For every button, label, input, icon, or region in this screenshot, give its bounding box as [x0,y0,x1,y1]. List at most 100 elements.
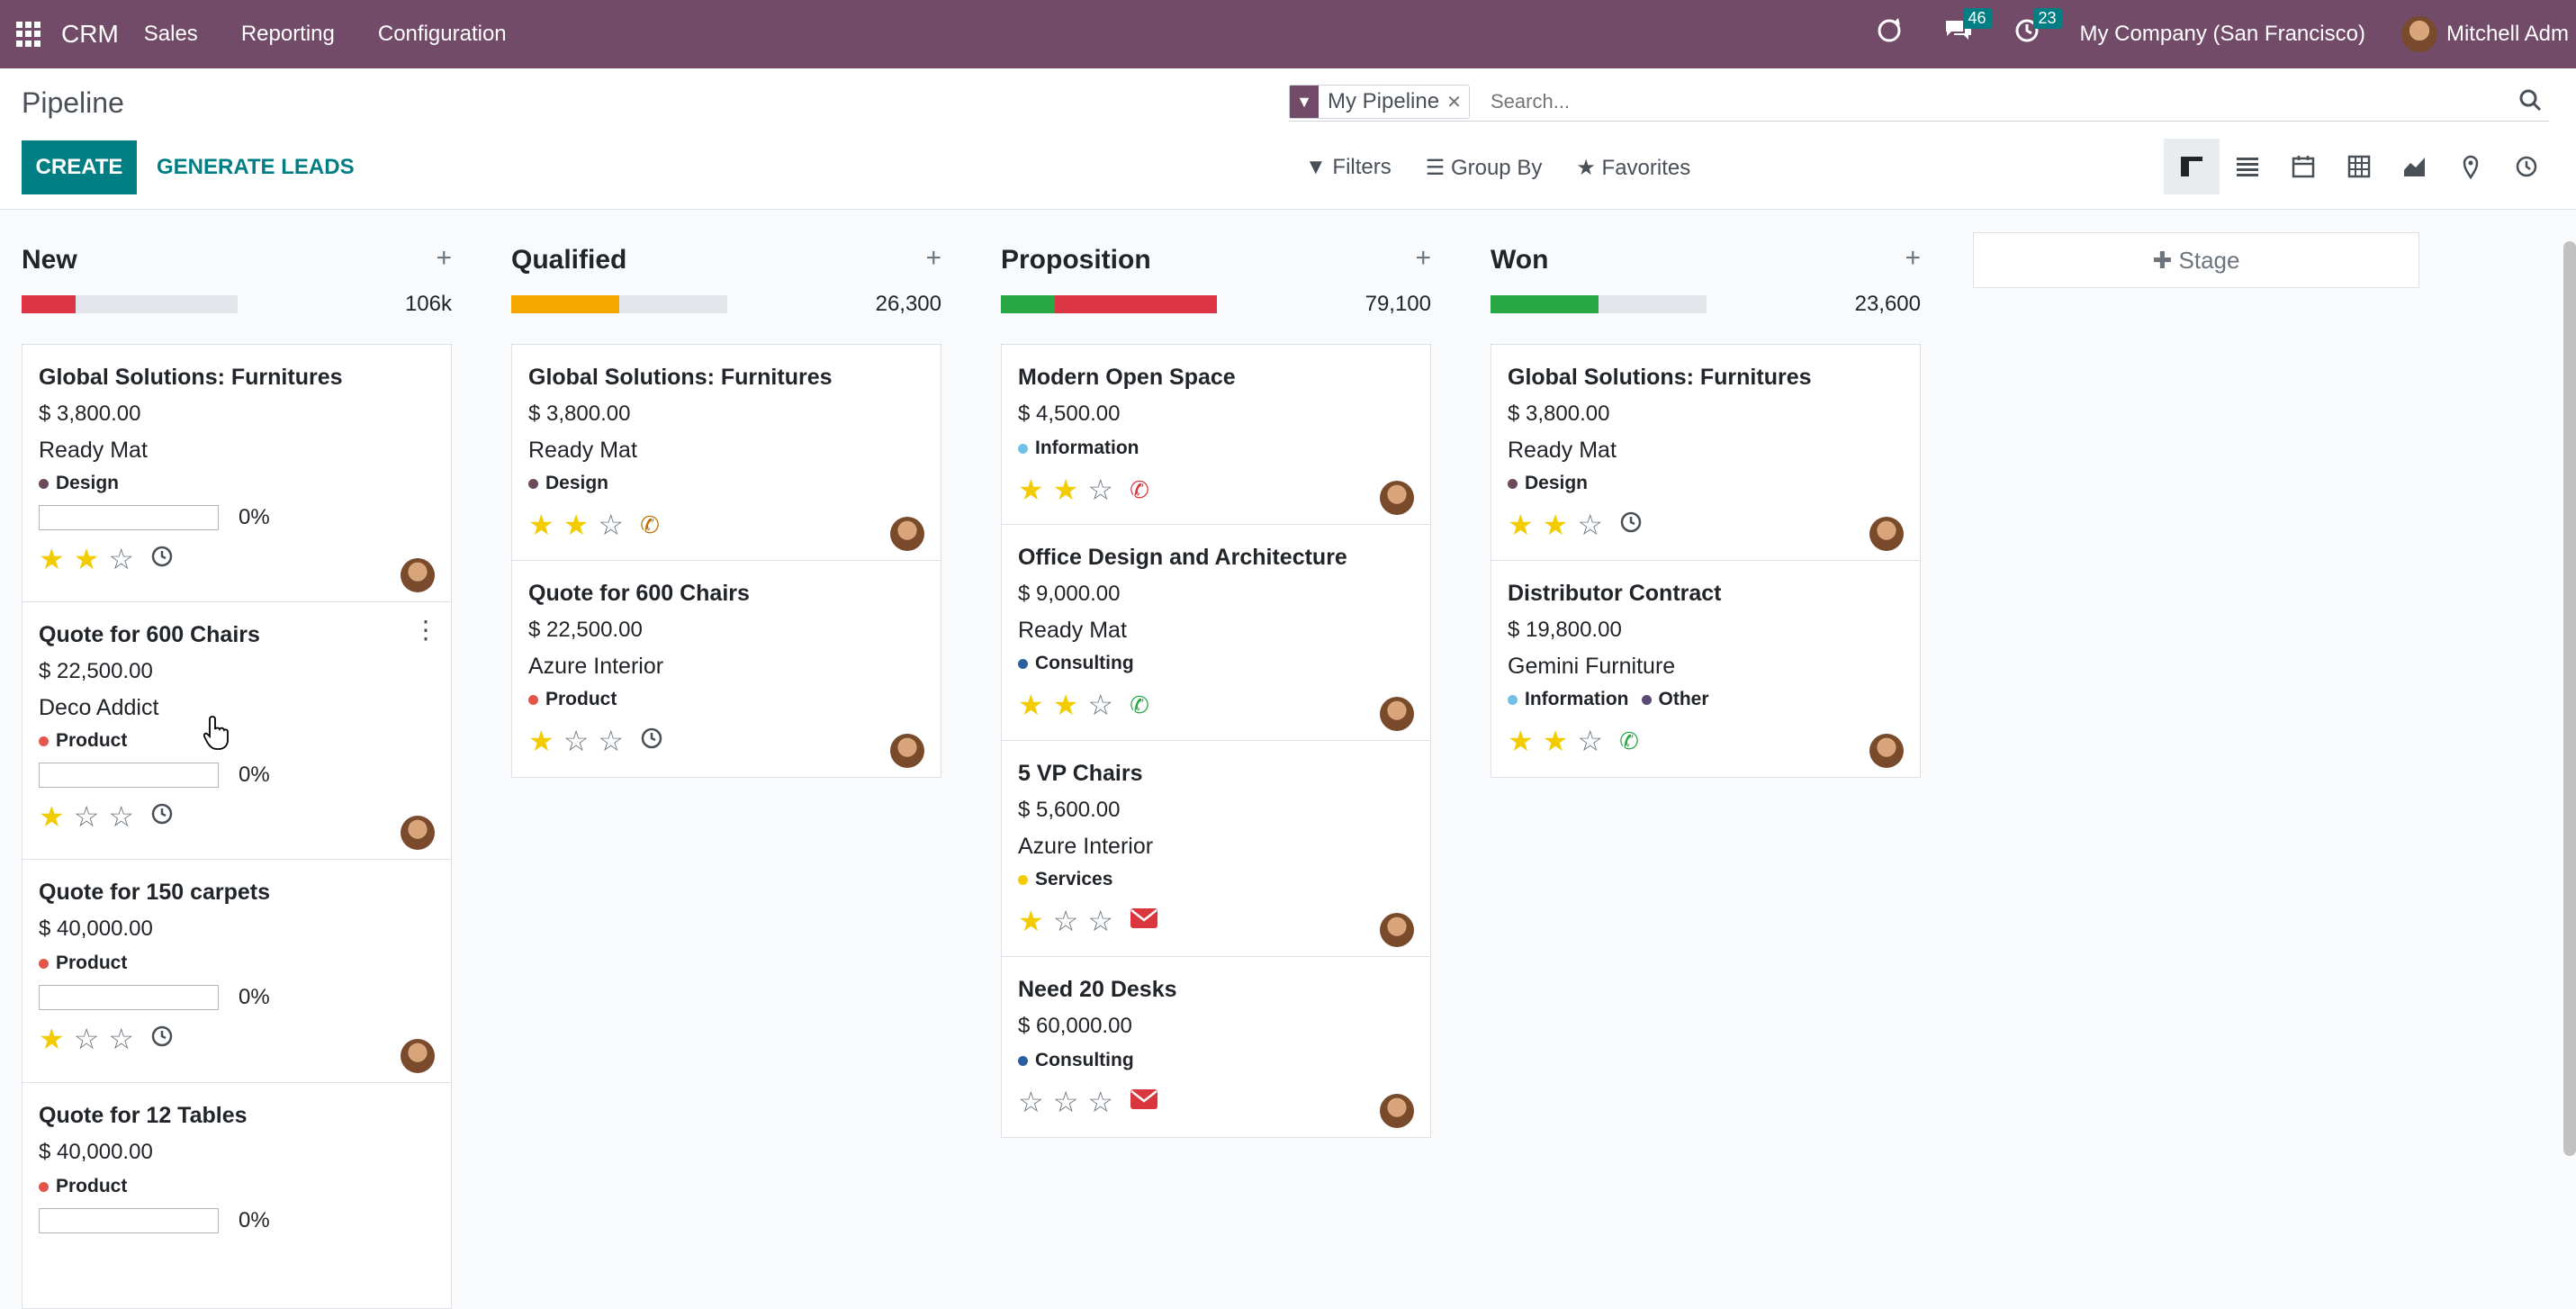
pivot-view-icon[interactable] [2331,139,2387,194]
clock-icon[interactable] [150,802,174,832]
envelope-icon[interactable] [1130,1088,1158,1117]
phone-icon[interactable]: ✆ [1130,475,1149,503]
star-filled-icon[interactable]: ★ [1018,689,1044,721]
messages-icon[interactable]: 46 [1943,8,1992,51]
column-title[interactable]: Won [1491,245,1549,275]
graph-view-icon[interactable] [2387,139,2443,194]
quick-create-icon[interactable]: + [1905,243,1921,273]
phone-icon[interactable]: ✆ [1619,727,1639,754]
user-menu[interactable]: Mitchell Adm [2445,22,2569,46]
kanban-card[interactable]: Quote for 150 carpets $ 40,000.00 Product 0… [23,860,451,1083]
map-view-icon[interactable] [2443,139,2499,194]
kanban-card[interactable]: Global Solutions: Furnitures $ 3,800.00 Re… [23,345,451,602]
star-empty-icon[interactable]: ☆ [598,725,625,757]
progress-segment[interactable] [1055,295,1217,313]
progress-segment[interactable] [1491,295,1599,313]
clock-icon[interactable] [150,1025,174,1054]
clock-icon[interactable] [150,545,174,574]
salesperson-avatar[interactable] [401,558,435,592]
star-filled-icon[interactable]: ★ [1052,474,1079,506]
star-filled-icon[interactable]: ★ [1542,509,1569,541]
quick-create-icon[interactable]: + [1415,243,1431,273]
star-filled-icon[interactable]: ★ [1508,725,1534,757]
star-filled-icon[interactable]: ★ [39,1023,65,1055]
kanban-card[interactable]: Global Solutions: Furnitures $ 3,800.00 Re… [512,345,941,561]
kanban-card[interactable]: Quote for 600 Chairs $ 22,500.00 Azure Int… [512,561,941,777]
column-progress-bar[interactable] [1001,295,1217,313]
star-empty-icon[interactable]: ☆ [598,509,625,541]
column-title[interactable]: Qualified [511,245,627,275]
salesperson-avatar[interactable] [1869,517,1904,551]
salesperson-avatar[interactable] [401,816,435,850]
add-stage-button[interactable]: ✚ Stage [1973,232,2419,288]
card-menu-icon[interactable]: ⋮ [413,616,438,644]
filters-dropdown[interactable]: ▼ Filters [1305,155,1392,181]
clock-icon[interactable] [1619,510,1643,540]
kanban-card[interactable]: Distributor Contract $ 19,800.00 Gemini Fu… [1491,561,1920,777]
voip-icon[interactable] [1875,16,1904,52]
scrollbar[interactable] [2563,241,2576,1156]
star-empty-icon[interactable]: ☆ [108,1023,135,1055]
menu-configuration[interactable]: Configuration [377,22,507,46]
kanban-card[interactable]: Global Solutions: Furnitures $ 3,800.00 Re… [1491,345,1920,561]
generate-leads-button[interactable]: GENERATE LEADS [157,155,355,179]
search-input[interactable] [1489,86,2482,117]
salesperson-avatar[interactable] [401,1039,435,1073]
kanban-card[interactable]: 5 VP Chairs $ 5,600.00 Azure Interior Servi… [1002,741,1430,957]
star-empty-icon[interactable]: ☆ [1577,725,1604,757]
star-filled-icon[interactable]: ★ [1508,509,1534,541]
star-empty-icon[interactable]: ☆ [108,800,135,833]
remove-facet-icon[interactable]: ✕ [1446,92,1462,113]
star-empty-icon[interactable]: ☆ [73,1023,100,1055]
star-filled-icon[interactable]: ★ [528,725,554,757]
column-progress-bar[interactable] [22,295,238,313]
app-name[interactable]: CRM [61,20,119,48]
favorites-dropdown[interactable]: ★ Favorites [1576,155,1690,181]
kanban-card[interactable]: Office Design and Architecture $ 9,000.00… [1002,525,1430,741]
star-empty-icon[interactable]: ☆ [563,725,590,757]
star-empty-icon[interactable]: ☆ [73,800,100,833]
quick-create-icon[interactable]: + [436,243,452,273]
star-empty-icon[interactable]: ☆ [1052,905,1079,937]
star-filled-icon[interactable]: ★ [39,543,65,575]
star-filled-icon[interactable]: ★ [528,509,554,541]
star-filled-icon[interactable]: ★ [1542,725,1569,757]
star-filled-icon[interactable]: ★ [1052,689,1079,721]
list-view-icon[interactable] [2220,139,2275,194]
salesperson-avatar[interactable] [1380,913,1414,947]
search-icon[interactable] [2518,88,2542,118]
salesperson-avatar[interactable] [1380,481,1414,515]
column-title[interactable]: New [22,245,77,275]
menu-sales[interactable]: Sales [143,22,198,46]
envelope-icon[interactable] [1130,907,1158,936]
phone-icon[interactable]: ✆ [1130,691,1149,718]
column-progress-bar[interactable] [511,295,727,313]
calendar-view-icon[interactable] [2275,139,2331,194]
salesperson-avatar[interactable] [1869,734,1904,768]
star-filled-icon[interactable]: ★ [73,543,100,575]
kanban-view-icon[interactable] [2164,139,2220,194]
star-empty-icon[interactable]: ☆ [1087,474,1114,506]
apps-menu-icon[interactable] [16,22,41,47]
kanban-card[interactable]: Need 20 Desks $ 60,000.00 Consulting ☆ ☆ ☆ [1002,957,1430,1137]
star-filled-icon[interactable]: ★ [39,800,65,833]
star-empty-icon[interactable]: ☆ [1087,1086,1114,1118]
progress-segment[interactable] [511,295,619,313]
phone-icon[interactable]: ✆ [640,510,660,538]
kanban-card[interactable]: Quote for 12 Tables $ 40,000.00 Product 0% [23,1083,451,1308]
quick-create-icon[interactable]: + [925,243,941,273]
salesperson-avatar[interactable] [1380,697,1414,731]
progress-segment[interactable] [22,295,76,313]
star-filled-icon[interactable]: ★ [1018,474,1044,506]
star-empty-icon[interactable]: ☆ [1087,905,1114,937]
star-empty-icon[interactable]: ☆ [1052,1086,1079,1118]
column-progress-bar[interactable] [1491,295,1707,313]
create-button[interactable]: CREATE [22,140,137,194]
activity-view-icon[interactable] [2499,139,2554,194]
kanban-card[interactable]: Quote for 600 Chairs $ 22,500.00 Deco Addi… [23,602,451,860]
star-filled-icon[interactable]: ★ [1018,905,1044,937]
progress-segment[interactable] [1001,295,1055,313]
salesperson-avatar[interactable] [890,734,924,768]
star-empty-icon[interactable]: ☆ [108,543,135,575]
star-empty-icon[interactable]: ☆ [1018,1086,1044,1118]
